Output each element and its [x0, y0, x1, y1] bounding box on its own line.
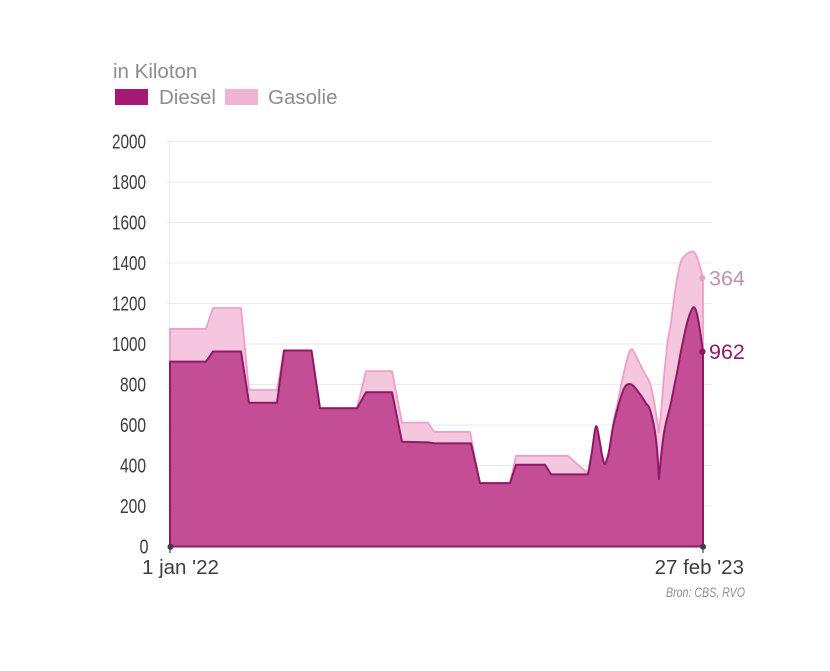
- svg-text:1400: 1400: [112, 252, 146, 275]
- svg-text:2000: 2000: [112, 131, 146, 154]
- svg-text:Diesel: Diesel: [159, 86, 216, 109]
- svg-text:Bron: CBS, RVO: Bron: CBS, RVO: [666, 585, 745, 600]
- svg-text:800: 800: [120, 374, 146, 397]
- svg-text:27 feb '23: 27 feb '23: [655, 556, 744, 579]
- svg-text:400: 400: [120, 455, 146, 478]
- svg-text:0: 0: [140, 536, 149, 559]
- svg-text:in Kiloton: in Kiloton: [113, 60, 197, 83]
- svg-text:364: 364: [709, 267, 745, 291]
- svg-text:1 jan '22: 1 jan '22: [142, 556, 219, 579]
- svg-text:1200: 1200: [112, 293, 146, 316]
- svg-text:1600: 1600: [112, 212, 146, 235]
- svg-text:1000: 1000: [112, 333, 146, 356]
- svg-text:600: 600: [120, 414, 146, 437]
- svg-text:Gasolie: Gasolie: [268, 86, 338, 109]
- svg-text:962: 962: [709, 340, 745, 364]
- svg-text:1800: 1800: [112, 171, 146, 194]
- svg-text:200: 200: [120, 495, 146, 518]
